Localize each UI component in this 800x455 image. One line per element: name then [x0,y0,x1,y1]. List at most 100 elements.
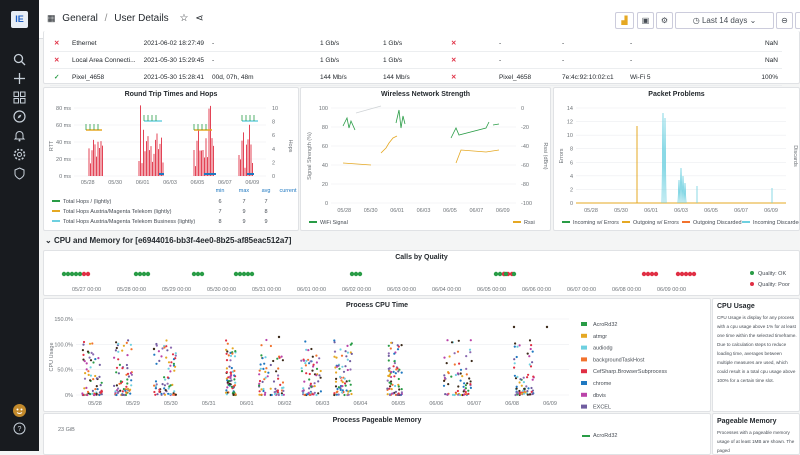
cpu-sample [280,355,283,358]
quality-poor-dot [675,271,681,277]
x-axis-tick: 05/31 [202,401,216,407]
cpu-sample [98,393,101,397]
table-row[interactable]: ✓ Pixel_4658 2021-05-30 15:28:41 00d, 07h, … [50,68,782,86]
cpu-sample [400,391,403,394]
plus-icon[interactable] [12,71,27,86]
help-icon[interactable]: ? [12,421,27,436]
shield-icon[interactable] [12,166,27,181]
cpu-sample [394,390,398,393]
cpu-sample [349,383,352,386]
search-icon[interactable] [12,52,27,67]
zoom-out-button[interactable]: ⊖ [776,12,793,29]
cpu-sample [274,392,277,396]
refresh-button[interactable]: ↻ [795,12,800,29]
y-axis-tick: 8 [570,147,573,153]
breadcrumb-root[interactable]: General [62,13,98,24]
cpu-sample [83,360,86,363]
cpu-sample [398,368,401,371]
cpu-sample [269,363,272,367]
share-icon[interactable]: ⋖ [195,13,204,24]
gear-icon[interactable] [12,147,27,162]
cpu-sample [169,370,172,373]
cpu-sample [340,391,344,394]
dashboards-icon[interactable] [12,90,27,105]
status-icon: ✓ [50,68,68,86]
legend-item[interactable]: AcroRd32 [582,433,617,439]
legend-swatch [581,392,587,397]
cpu-sample [89,366,92,369]
cpu-sample [228,365,231,368]
cpu-sample [280,393,284,397]
panel-title: Calls by Quality [395,254,448,261]
cpu-sample [529,347,532,351]
x-axis-tick: 05/27 00:00 [72,287,101,293]
bell-icon[interactable] [12,128,27,143]
cpu-sample [349,368,352,371]
star-icon[interactable]: ☆ [179,13,189,24]
cpu-sample [225,389,228,392]
cpu-sample [225,371,228,374]
text-panel-title: CPU Usage [717,303,755,310]
cpu-sample [261,357,264,360]
quality-ok-dot [245,271,251,277]
x-axis-tick: 06/05 [443,208,457,214]
table-row[interactable]: ✕ Ethernet 2021-06-02 18:27:49-1 Gb/s 1 Gb/… [50,35,782,52]
cpu-sample [303,393,306,396]
cpu-sample [393,362,396,365]
cpu-sample [130,379,133,382]
cpu-sample [345,380,348,383]
cpu-sample [531,350,534,353]
cpu-sample [83,387,86,390]
table-row[interactable]: ✕ Local Area Connecti... 2021-05-30 15:29:… [50,51,782,69]
cpu-sample [270,393,273,397]
quality-ok-dot [191,271,197,277]
avatar[interactable] [12,403,27,418]
cpu-sample [524,391,527,394]
save-button[interactable]: ▣ [637,12,654,29]
legend-swatch [581,322,587,326]
cpu-sample [153,384,156,387]
quality-poor-dot [645,271,651,277]
legend-swatch [582,434,590,437]
x-axis-tick: 06/07 [218,180,232,186]
quality-ok-dot [133,271,139,277]
app-logo[interactable]: IE [11,11,28,28]
explore-icon[interactable] [12,109,27,124]
cpu-sample [339,375,342,378]
legend-value: 9 [242,209,245,215]
x-axis-tick: 05/30 [164,401,178,407]
cpu-sample [513,366,516,369]
settings-button[interactable]: ⚙ [656,12,673,29]
cpu-sample [309,382,312,385]
clock-icon: ◷ [692,16,700,25]
panel-title: Process CPU Time [345,302,409,309]
cpu-sample [225,348,228,351]
x-axis-tick: 06/09 [245,180,259,186]
cpu-sample [349,389,352,392]
wifi-chart: 100 80 60 40 20 0 0 -20 -40 -60 -80 -100 Signal Stre… [307,105,548,226]
cpu-sample [522,381,525,384]
legend-label: Total Hops Austria/Magenta Telekom Busin… [63,219,195,225]
cpu-sample [313,391,316,394]
legend-swatch [682,221,690,223]
cpu-sample [115,366,119,369]
cpu-sample [349,360,352,363]
cpu-sample [84,372,87,375]
cell-transmit-speed: 1 Gb/s [378,51,447,69]
cpu-sample [522,376,525,379]
cpu-sample [444,377,447,380]
add-panel-button[interactable]: ▟ [615,12,634,29]
cpu-sample [333,341,336,344]
cpu-sample [318,357,321,360]
cpu-sample [174,365,177,368]
cpu-sample [346,351,349,354]
cpu-sample [122,344,125,347]
cpu-sample [269,387,272,390]
time-range-picker[interactable]: ◷ Last 14 days ⌄ [675,12,774,29]
cpu-sample [443,356,446,359]
legend-swatch [742,221,750,223]
cpu-sample [516,345,519,348]
legend-label: Rssi [524,220,535,226]
memory-panel: Process Pageable Memory 23 GiB AcroRd32 [43,413,711,455]
section-row-header[interactable]: ⌄ CPU and Memory for [e6944016-bb3f-4ee0… [45,236,291,245]
